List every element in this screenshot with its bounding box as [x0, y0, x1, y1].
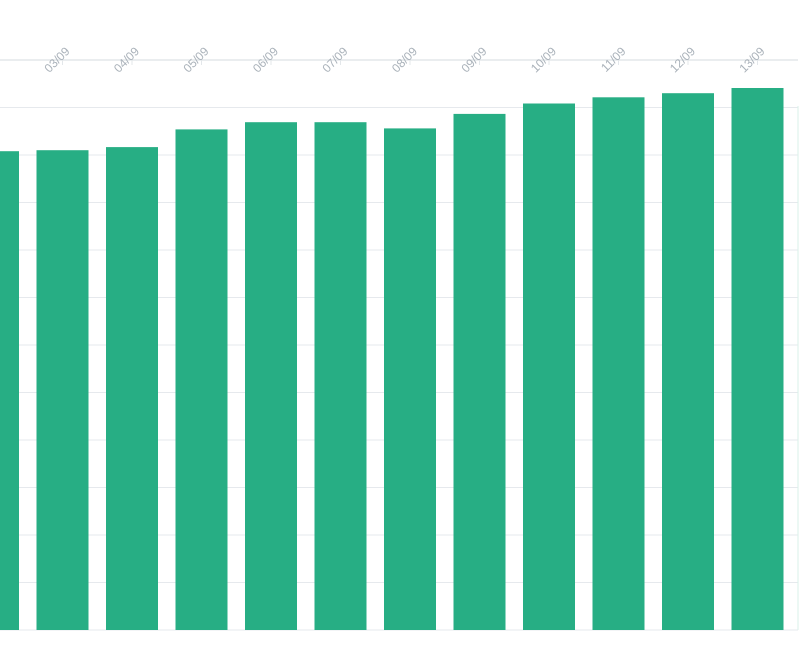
bar-05-09[interactable] [175, 129, 228, 630]
bar-08-09[interactable] [384, 128, 436, 630]
bar-07-09[interactable] [314, 122, 367, 630]
bar-10-09[interactable] [523, 103, 575, 631]
bar-02-09[interactable] [0, 151, 19, 630]
bar-12-09[interactable] [662, 93, 714, 630]
bar-03-09[interactable] [36, 150, 89, 630]
bars [0, 88, 784, 631]
bar-04-09[interactable] [106, 147, 158, 630]
bar-09-09[interactable] [453, 113, 506, 630]
bar-06-09[interactable] [245, 122, 297, 630]
bar-11-09[interactable] [592, 97, 645, 631]
bar-13-09[interactable] [731, 88, 784, 630]
